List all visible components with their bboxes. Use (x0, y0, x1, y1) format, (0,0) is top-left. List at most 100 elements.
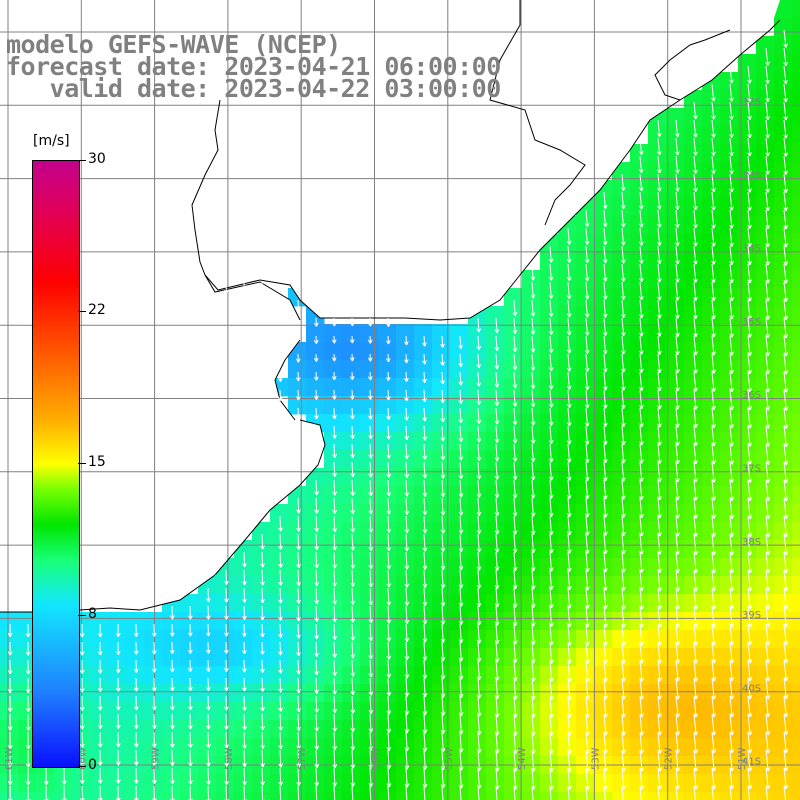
wind-speed-cell (684, 360, 703, 379)
wind-speed-cell (504, 612, 523, 631)
wind-arrow-head (747, 424, 751, 429)
wind-speed-cell (720, 774, 739, 793)
wind-arrow-head (422, 529, 426, 534)
wind-arrow-head (729, 170, 733, 175)
wind-arrow-head (532, 403, 536, 408)
wind-arrow (711, 317, 716, 338)
wind-arrow (603, 461, 608, 482)
wind-arrow-shaft (747, 209, 751, 229)
wind-arrow (729, 389, 735, 411)
wind-arrow-head (550, 421, 554, 426)
wind-arrow-head (566, 404, 570, 409)
wind-arrow-shaft (675, 335, 679, 355)
wind-arrow (494, 533, 500, 553)
wind-speed-cell (450, 324, 469, 343)
wind-speed-cell (594, 738, 613, 757)
wind-arrow-head (713, 115, 716, 120)
wind-speed-cell (342, 576, 361, 595)
wind-arrow-head (675, 496, 679, 501)
wind-speed-cell (648, 792, 667, 800)
wind-speed-cell (702, 126, 721, 145)
wind-speed-cell (522, 720, 541, 739)
wind-arrow-head (370, 376, 373, 381)
wind-arrow-head (620, 314, 625, 319)
wind-speed-cell (792, 216, 800, 235)
wind-speed-cell (252, 738, 271, 757)
wind-speed-cell (270, 648, 289, 667)
wind-arrow-head (388, 396, 391, 401)
wind-speed-cell (792, 306, 800, 325)
wind-arrow-head (621, 532, 625, 536)
wind-arrow (332, 461, 337, 477)
wind-speed-cell (792, 702, 800, 721)
wind-arrow (313, 371, 319, 381)
wind-speed-cell (270, 630, 289, 649)
wind-arrow-head (530, 476, 534, 481)
wind-arrow-head (440, 418, 444, 423)
wind-speed-cell (720, 504, 739, 523)
wind-arrow-shaft (477, 479, 480, 498)
wind-arrow-shaft (639, 245, 643, 264)
wind-arrow (711, 497, 717, 519)
wind-speed-cell (450, 666, 469, 685)
wind-arrow-head (639, 387, 643, 391)
wind-speed-cell (576, 612, 595, 631)
wind-speed-cell (0, 612, 19, 631)
wind-speed-cell (792, 432, 800, 451)
wind-arrow-shaft (603, 209, 606, 227)
wind-arrow-shaft (279, 641, 282, 656)
wind-arrow-head (494, 439, 498, 443)
wind-arrow-head (386, 583, 390, 588)
wind-speed-cell (360, 648, 379, 667)
wind-speed-cell (144, 684, 163, 703)
wind-speed-cell (540, 576, 559, 595)
wind-arrow-shaft (675, 515, 679, 537)
wind-arrow-shaft (711, 479, 715, 501)
wind-arrow (350, 551, 356, 569)
wind-arrow-head (641, 386, 644, 391)
wind-arrow (729, 479, 735, 501)
wind-arrow-head (332, 491, 336, 496)
wind-speed-cell (630, 558, 649, 577)
wind-speed-cell (594, 486, 613, 505)
wind-arrow-head (749, 315, 753, 320)
wind-arrow-head (659, 495, 662, 500)
wind-arrow-head (783, 116, 787, 121)
wind-arrow (783, 371, 789, 393)
wind-speed-cell (666, 792, 685, 800)
wind-speed-cell (108, 738, 127, 757)
wind-arrow (386, 587, 392, 606)
wind-speed-cell (540, 396, 559, 415)
wind-arrow (331, 335, 337, 344)
wind-speed-cell (594, 504, 613, 523)
wind-arrow-shaft (747, 101, 751, 120)
wind-speed-cell (504, 648, 523, 667)
wind-arrow-head (551, 567, 554, 572)
wind-arrow-shaft (279, 515, 282, 532)
wind-arrow (657, 425, 662, 446)
wind-speed-cell (756, 468, 775, 487)
wind-speed-cell (738, 288, 757, 307)
wind-arrow (349, 317, 355, 327)
wind-arrow (476, 371, 482, 387)
wind-arrow (783, 299, 789, 321)
wind-arrow-shaft (621, 497, 625, 518)
wind-arrow-shaft (783, 47, 787, 66)
wind-arrow-shaft (729, 389, 733, 410)
wind-arrow-head (695, 133, 698, 138)
wind-arrow-head (749, 406, 753, 411)
wind-arrow (675, 245, 680, 265)
wind-arrow (765, 227, 771, 248)
wind-speed-cell (234, 594, 253, 613)
wind-arrow (729, 299, 734, 320)
wind-arrow (458, 371, 464, 386)
wind-arrow-head (675, 460, 679, 464)
wind-arrow-head (548, 567, 552, 572)
wind-speed-cell (738, 360, 757, 379)
wind-arrow-head (316, 546, 319, 551)
wind-arrow-head (370, 528, 374, 533)
wind-speed-cell (144, 774, 163, 793)
wind-arrow-head (476, 475, 480, 480)
wind-speed-cell (252, 702, 271, 721)
wind-arrow-head (458, 584, 462, 589)
